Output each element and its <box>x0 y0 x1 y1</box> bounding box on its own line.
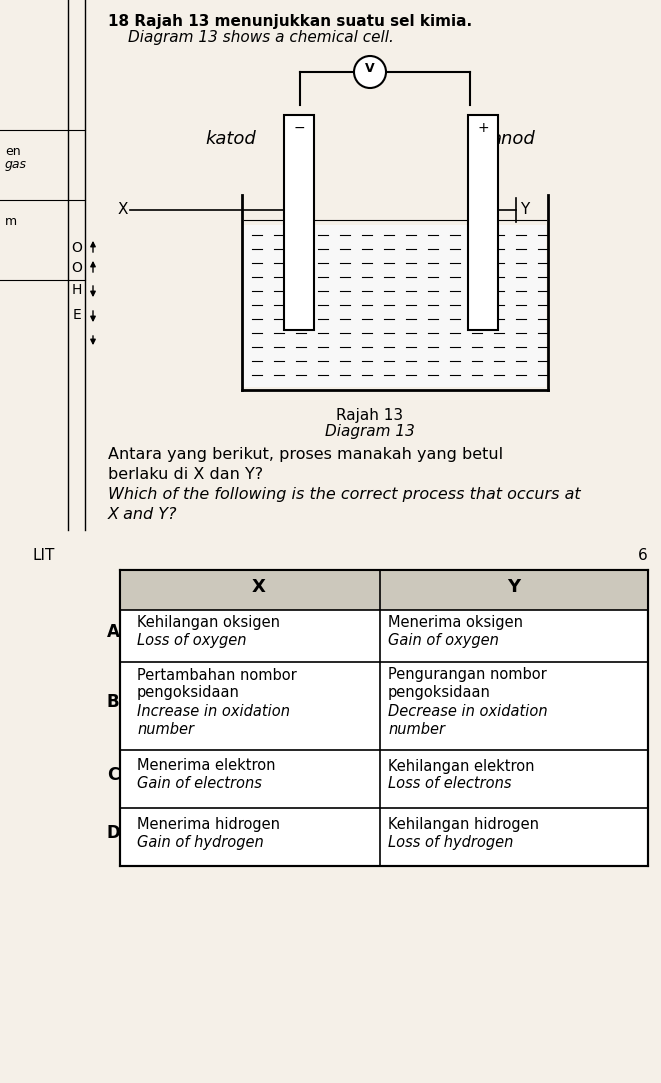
Text: Loss of hydrogen: Loss of hydrogen <box>388 835 514 849</box>
Text: X: X <box>252 578 266 596</box>
Text: V: V <box>365 63 375 76</box>
Text: Antara yang berikut, proses manakah yang betul: Antara yang berikut, proses manakah yang… <box>108 447 503 462</box>
Text: Diagram 13: Diagram 13 <box>325 425 415 439</box>
Text: 18 Rajah 13 menunjukkan suatu sel kimia.: 18 Rajah 13 menunjukkan suatu sel kimia. <box>108 14 472 29</box>
Text: gas: gas <box>5 158 27 171</box>
Bar <box>284 115 314 330</box>
Circle shape <box>354 56 386 88</box>
Text: LIT: LIT <box>32 548 54 563</box>
Text: E: E <box>73 308 81 322</box>
Text: Gain of oxygen: Gain of oxygen <box>388 634 499 649</box>
Text: Which of the following is the correct process that occurs at: Which of the following is the correct pr… <box>108 487 580 503</box>
Text: Kehilangan hidrogen: Kehilangan hidrogen <box>388 817 539 832</box>
Text: Y: Y <box>520 203 529 218</box>
Text: Diagram 13 shows a chemical cell.: Diagram 13 shows a chemical cell. <box>128 30 394 45</box>
Text: −: − <box>293 121 305 135</box>
Text: C: C <box>107 766 119 784</box>
Text: Gain of electrons: Gain of electrons <box>137 777 262 792</box>
Text: Rajah 13: Rajah 13 <box>336 408 404 423</box>
Text: +: + <box>477 121 489 135</box>
Text: Increase in oxidation: Increase in oxidation <box>137 704 290 718</box>
Text: en: en <box>5 145 20 158</box>
Text: Gain of hydrogen: Gain of hydrogen <box>137 835 264 849</box>
Bar <box>120 570 648 866</box>
Text: number: number <box>137 721 194 736</box>
Text: X and Y?: X and Y? <box>108 507 178 522</box>
Text: anod: anod <box>490 130 535 148</box>
Text: O: O <box>71 242 83 255</box>
Text: Menerima hidrogen: Menerima hidrogen <box>137 817 280 832</box>
Text: pengoksidaan: pengoksidaan <box>137 686 240 701</box>
Text: O: O <box>71 261 83 275</box>
Text: berlaku di X dan Y?: berlaku di X dan Y? <box>108 467 263 482</box>
Text: 6: 6 <box>639 548 648 563</box>
Text: pengoksidaan: pengoksidaan <box>388 686 491 701</box>
Text: Kehilangan oksigen: Kehilangan oksigen <box>137 615 280 630</box>
Text: Menerima elektron: Menerima elektron <box>137 758 276 773</box>
Text: Pertambahan nombor: Pertambahan nombor <box>137 667 297 682</box>
Text: Menerima oksigen: Menerima oksigen <box>388 615 523 630</box>
Text: H: H <box>72 283 82 297</box>
Text: number: number <box>388 721 445 736</box>
Text: B: B <box>106 693 120 712</box>
Bar <box>244 225 546 387</box>
Text: Pengurangan nombor: Pengurangan nombor <box>388 667 547 682</box>
Text: Decrease in oxidation: Decrease in oxidation <box>388 704 547 718</box>
Text: Kehilangan elektron: Kehilangan elektron <box>388 758 535 773</box>
Text: katod: katod <box>205 130 256 148</box>
Text: Loss of oxygen: Loss of oxygen <box>137 634 247 649</box>
Text: m: m <box>5 216 17 229</box>
Text: A: A <box>106 623 120 641</box>
Text: Loss of electrons: Loss of electrons <box>388 777 512 792</box>
Text: Y: Y <box>508 578 521 596</box>
Bar <box>468 115 498 330</box>
Text: X: X <box>118 203 128 218</box>
Bar <box>120 570 648 610</box>
Text: D: D <box>106 824 120 841</box>
